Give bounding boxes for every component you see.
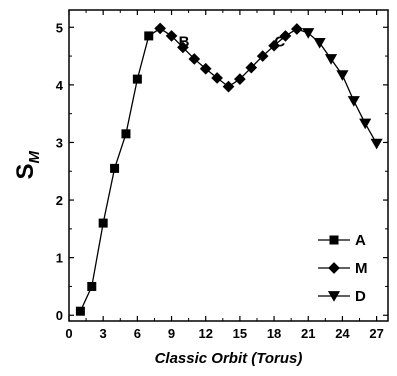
data-point-M [245,61,258,74]
data-point-D [324,54,338,65]
data-point-M [177,41,189,54]
data-point-A [110,163,120,173]
y-axis-title: S M [12,151,43,180]
x-tick-label: 24 [335,326,350,341]
data-point-M [256,50,269,62]
x-tick-label: 9 [168,326,175,341]
data-point-M [222,80,235,93]
data-point-M [234,73,246,85]
y-tick-label: 3 [56,135,63,150]
data-point-D [313,37,326,49]
series-D [302,28,383,150]
legend-marker-M [328,262,340,274]
data-point-M [211,72,223,84]
y-axis-title-main: S [12,163,39,179]
data-point-M [165,30,178,42]
data-point-M [268,39,280,52]
plot-frame [68,9,389,322]
x-tick-label: 0 [65,326,72,341]
legend: AMD [318,232,368,305]
data-point-D [302,28,315,39]
y-tick-label: 2 [56,193,63,208]
data-point-A [98,218,108,228]
legend-label-D: D [355,288,366,305]
series-M [154,22,303,93]
data-point-D [347,96,360,107]
annotation-C: C [274,34,285,51]
data-point-D [370,138,383,150]
data-point-M [154,22,166,35]
data-point-M [199,62,212,75]
y-axis-title-subscript: M [26,151,43,164]
data-point-M [188,53,201,65]
x-tick-label: 15 [233,326,247,341]
y-tick-label: 0 [56,308,63,323]
data-point-A [121,129,131,139]
data-point-A [132,74,142,84]
data-point-D [359,118,372,130]
x-tick-label: 3 [100,326,107,341]
x-tick-label: 21 [301,326,315,341]
x-tick-label: 18 [267,326,281,341]
data-point-M [291,23,303,35]
x-tick-label: 6 [134,326,141,341]
data-point-A [87,281,97,291]
legend-marker-A [329,235,339,245]
legend-label-M: M [355,260,368,277]
y-tick-label: 1 [56,251,63,266]
series-A [75,31,154,316]
legend-label-A: A [355,232,366,249]
data-point-A [144,31,154,41]
y-tick-label: 4 [56,78,64,93]
x-tick-label: 12 [198,326,212,341]
y-tick-label: 5 [56,20,63,35]
x-axis-title: Classic Orbit (Torus) [155,350,303,367]
data-point-M [279,30,292,42]
x-tick-label: 27 [369,326,383,341]
legend-marker-D [327,291,341,302]
data-point-D [336,70,349,81]
data-point-A [75,306,85,316]
annotation-B: B [179,34,190,51]
